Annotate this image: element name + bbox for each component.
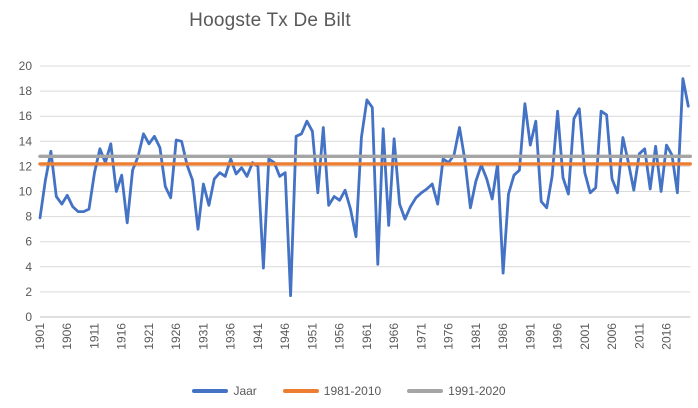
chart-title: Hoogste Tx De Bilt bbox=[189, 10, 351, 31]
y-axis-label: 20 bbox=[19, 59, 33, 73]
y-axis-label: 10 bbox=[19, 185, 33, 199]
x-axis-label: 1951 bbox=[305, 323, 319, 350]
legend-item-jaar[interactable]: Jaar bbox=[192, 384, 257, 398]
x-axis-label: 1901 bbox=[33, 323, 47, 350]
x-axis-label: 1971 bbox=[414, 323, 428, 350]
x-axis-label: 1976 bbox=[442, 323, 456, 350]
y-axis-label: 18 bbox=[19, 84, 33, 98]
y-axis-label: 4 bbox=[25, 260, 32, 274]
legend-swatch bbox=[282, 389, 319, 393]
x-axis-label: 2001 bbox=[578, 323, 592, 350]
x-axis-label: 1926 bbox=[169, 323, 183, 350]
y-axis-label: 2 bbox=[25, 285, 32, 299]
x-axis-label: 2006 bbox=[605, 323, 619, 350]
legend-item-1981-2010[interactable]: 1981-2010 bbox=[282, 384, 382, 398]
x-axis-label: 1961 bbox=[360, 323, 374, 350]
x-axis-label: 1991 bbox=[523, 323, 537, 350]
jaar-line bbox=[38, 77, 690, 298]
y-axis-label: 0 bbox=[25, 310, 32, 324]
y-axis-label: 8 bbox=[25, 210, 32, 224]
x-axis-label: 1921 bbox=[142, 323, 156, 350]
x-axis-label: 1956 bbox=[333, 323, 347, 350]
x-axis-label: 1911 bbox=[87, 323, 101, 349]
legend-swatch bbox=[407, 389, 444, 393]
y-axis-label: 12 bbox=[19, 159, 33, 173]
x-axis-label: 1906 bbox=[60, 323, 74, 350]
legend: Jaar 1981-2010 1991-2020 bbox=[0, 382, 698, 400]
legend-label: 1991-2020 bbox=[448, 384, 506, 398]
x-axis-label: 1916 bbox=[115, 323, 129, 350]
x-axis-label: 1946 bbox=[278, 323, 292, 350]
y-axis-label: 16 bbox=[19, 109, 33, 123]
y-axis-label: 14 bbox=[19, 134, 33, 148]
x-axis-label: 1936 bbox=[224, 323, 238, 350]
x-axis-label: 2016 bbox=[660, 323, 674, 350]
x-axis-label: 1986 bbox=[496, 323, 510, 350]
x-axis-label: 1941 bbox=[251, 323, 265, 350]
x-axis-label: 1996 bbox=[551, 323, 565, 350]
legend-item-1991-2020[interactable]: 1991-2020 bbox=[407, 384, 506, 398]
legend-swatch bbox=[192, 389, 229, 393]
legend-label: Jaar bbox=[233, 384, 257, 398]
legend-label: 1981-2010 bbox=[323, 384, 382, 398]
x-axis-label: 2011 bbox=[632, 323, 646, 349]
x-axis-label: 1966 bbox=[387, 323, 401, 350]
y-axis-label: 6 bbox=[25, 235, 32, 249]
x-axis-label: 1931 bbox=[196, 323, 210, 350]
x-axis-label: 1981 bbox=[469, 323, 483, 350]
